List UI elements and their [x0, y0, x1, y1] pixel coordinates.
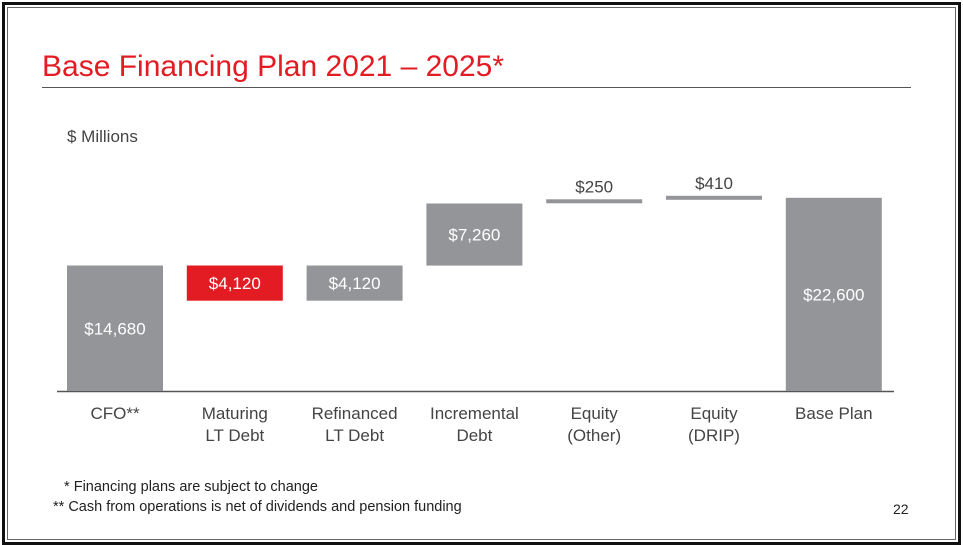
category-label-4-line-0: Equity: [571, 404, 619, 423]
bar-1: [186, 265, 283, 301]
bar-0: [67, 265, 163, 391]
category-label-3-line-1: Debt: [456, 426, 492, 445]
category-label-2-line-0: Refinanced: [312, 404, 398, 423]
bar-4: [546, 199, 643, 204]
category-label-6-line-0: Base Plan: [795, 404, 873, 423]
value-label-4: $250: [575, 177, 613, 196]
value-label-5: $410: [695, 174, 733, 193]
value-label-6: $22,600: [803, 285, 864, 304]
value-label-0: $14,680: [84, 319, 145, 338]
category-label-5-line-0: Equity: [690, 404, 738, 423]
category-label-2-line-1: LT Debt: [325, 426, 384, 445]
category-label-4-line-1: (Other): [567, 426, 621, 445]
bar-3: [426, 203, 523, 266]
category-label-0-line-0: CFO**: [90, 404, 140, 423]
category-label-5-line-1: (DRIP): [688, 426, 740, 445]
title-divider: [42, 87, 911, 88]
bar-5: [666, 195, 762, 200]
footnote-1: * Financing plans are subject to change: [56, 479, 318, 495]
footnote-2: ** Cash from operations is net of divide…: [53, 499, 462, 515]
bar-6: [785, 197, 882, 391]
bar-2: [306, 265, 403, 301]
value-label-2: $4,120: [329, 274, 381, 293]
page-number: 22: [893, 501, 909, 517]
category-label-3-line-0: Incremental: [430, 404, 519, 423]
value-label-3: $7,260: [448, 226, 500, 245]
slide-title: Base Financing Plan 2021 – 2025*: [42, 50, 505, 83]
category-label-1-line-0: Maturing: [202, 404, 268, 423]
unit-label: $ Millions: [67, 127, 138, 146]
category-label-1-line-1: LT Debt: [205, 426, 264, 445]
value-label-1: $4,120: [209, 274, 261, 293]
